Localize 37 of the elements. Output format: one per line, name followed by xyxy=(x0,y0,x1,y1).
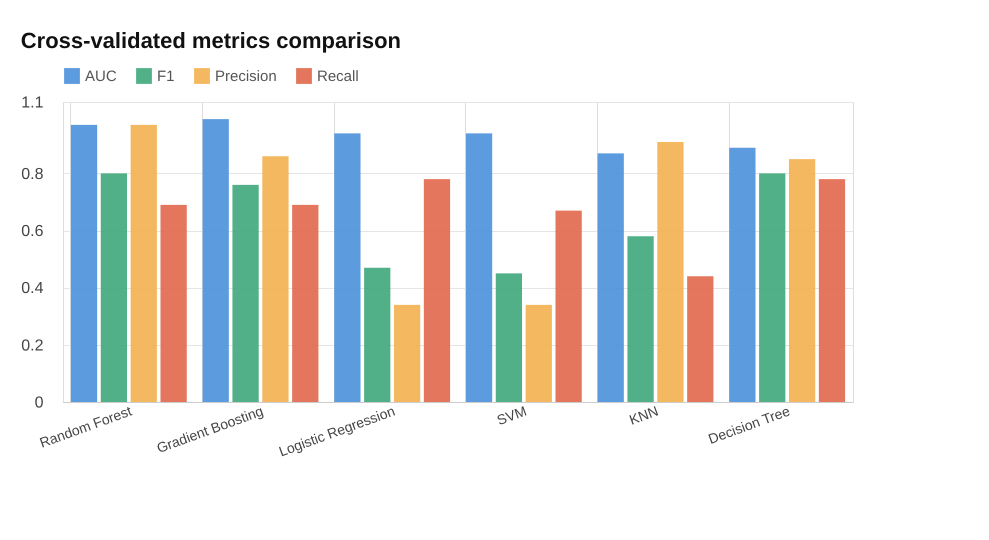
bar xyxy=(334,133,361,402)
bar xyxy=(687,276,714,402)
bar xyxy=(292,204,318,402)
bar xyxy=(526,304,552,402)
bar xyxy=(598,153,624,402)
legend-label: Recall xyxy=(317,68,359,85)
bar xyxy=(788,159,816,402)
bar xyxy=(555,210,582,402)
y-tick-label: 0.8 xyxy=(21,166,44,183)
x-tick-label: KNN xyxy=(627,402,660,428)
bar xyxy=(202,119,229,402)
bar xyxy=(759,173,786,402)
bar xyxy=(364,268,390,402)
y-tick-label: 0.4 xyxy=(21,280,44,298)
bar xyxy=(160,204,187,402)
x-tick-label: SVM xyxy=(494,402,529,428)
y-tick-label: 0.2 xyxy=(21,337,44,354)
bar xyxy=(70,124,98,402)
bar xyxy=(262,156,289,402)
bar xyxy=(232,184,259,402)
bar xyxy=(100,173,128,402)
y-tick-label: 0.6 xyxy=(21,223,44,240)
bar xyxy=(818,179,846,402)
chart-title: Cross-validated metrics comparison xyxy=(20,28,402,53)
bar xyxy=(627,236,654,402)
bar xyxy=(130,124,157,402)
legend-label: Precision xyxy=(215,68,277,85)
legend-label: AUC xyxy=(85,68,117,85)
y-tick-label: 0 xyxy=(34,394,44,412)
bar xyxy=(394,304,420,402)
bar xyxy=(466,133,492,402)
bar xyxy=(729,148,756,402)
bar xyxy=(496,273,522,402)
legend-label: F1 xyxy=(157,68,175,85)
bar xyxy=(657,142,684,402)
bar xyxy=(424,179,450,402)
y-tick-label: 1.1 xyxy=(21,94,44,112)
